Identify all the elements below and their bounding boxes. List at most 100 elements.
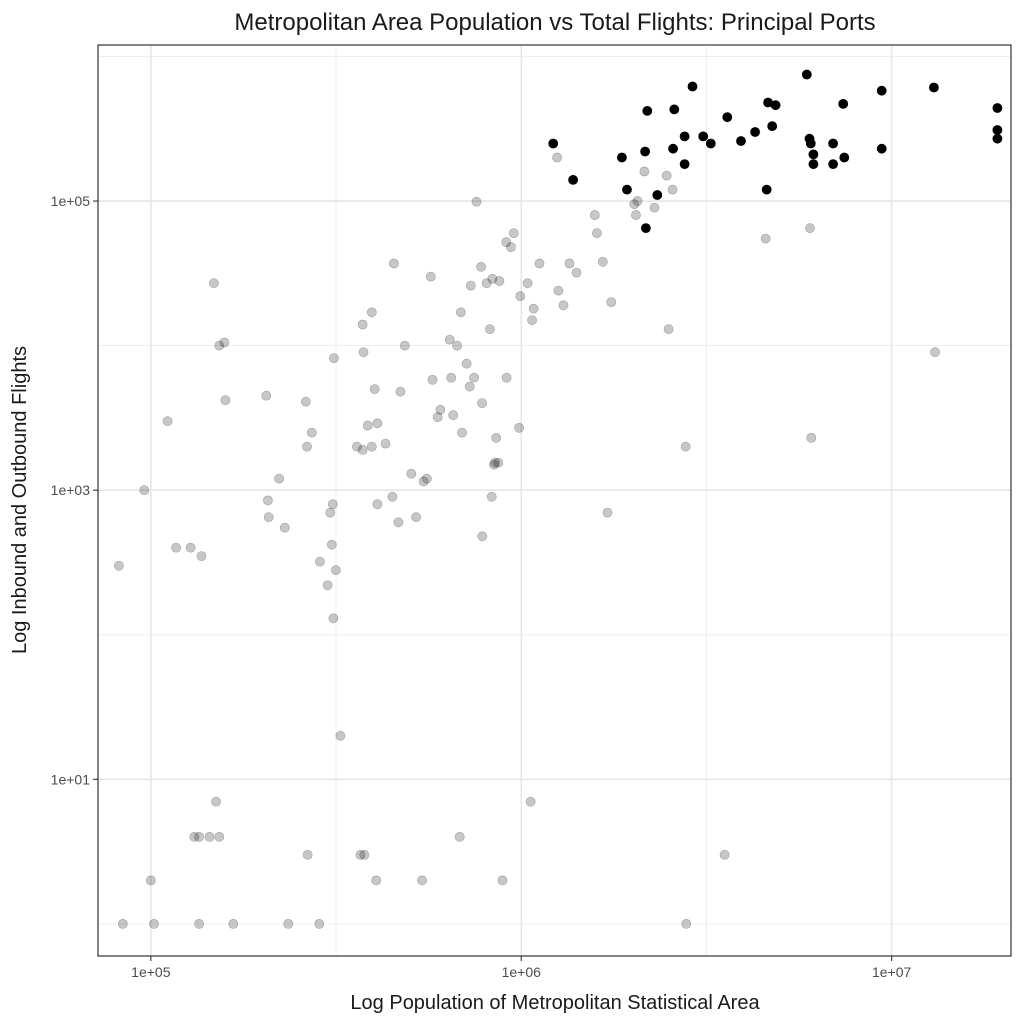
- point-principal-34: [992, 103, 1003, 113]
- grid-lines: [98, 45, 1011, 956]
- point-principal-11: [679, 159, 690, 169]
- axes: 1e+05 1e+06 1e+07 1e+01 1e+03 1e+05: [51, 193, 912, 980]
- point-other-19: [228, 919, 239, 929]
- point-other-25: [283, 919, 294, 929]
- point-principal-1: [568, 174, 578, 185]
- x-tick-label-1: 1e+06: [502, 964, 542, 980]
- point-other-49: [369, 384, 380, 394]
- point-other-62: [418, 476, 429, 487]
- point-principal-30: [839, 152, 850, 163]
- point-other-100: [525, 796, 536, 807]
- y-axis-title: Log Inbound and Outbound Flights: [9, 346, 31, 654]
- point-other-79: [471, 196, 482, 207]
- point-other-44: [359, 850, 370, 860]
- point-other-80: [476, 261, 486, 272]
- point-other-109: [589, 210, 600, 220]
- point-other-71: [452, 340, 462, 351]
- point-other-106: [558, 300, 569, 311]
- y-tick-label-1: 1e+03: [51, 482, 91, 498]
- point-other-38: [330, 565, 341, 575]
- y-tick-label-2: 1e+05: [51, 193, 91, 209]
- point-principal-29: [838, 99, 849, 109]
- point-other-32: [322, 580, 333, 591]
- point-principal-26: [808, 159, 819, 169]
- x-tick-label-0: 1e+05: [131, 964, 171, 980]
- point-other-96: [508, 228, 519, 238]
- point-other-21: [262, 495, 273, 506]
- point-other-33: [325, 507, 336, 518]
- point-other-43: [357, 444, 368, 455]
- point-other-110: [592, 228, 602, 238]
- point-principal-9: [669, 104, 680, 115]
- point-other-97: [514, 422, 524, 433]
- point-principal-22: [801, 69, 812, 80]
- point-other-41: [355, 850, 366, 860]
- point-other-68: [444, 334, 455, 345]
- point-other-54: [387, 491, 398, 502]
- point-other-55: [388, 258, 399, 269]
- point-other-4: [149, 919, 159, 929]
- point-other-18: [220, 395, 231, 405]
- point-other-70: [448, 410, 459, 421]
- point-other-92: [497, 875, 508, 886]
- point-other-113: [606, 297, 617, 307]
- point-other-121: [667, 184, 678, 195]
- point-other-13: [208, 278, 219, 289]
- point-other-27: [302, 441, 312, 452]
- point-other-114: [629, 199, 640, 210]
- point-principal-20: [767, 121, 778, 131]
- chart-title: Metropolitan Area Population vs Total Fl…: [234, 9, 875, 36]
- point-principal-33: [929, 82, 939, 93]
- point-other-56: [393, 517, 404, 528]
- point-principal-12: [687, 81, 698, 92]
- point-other-64: [425, 271, 436, 282]
- point-other-52: [372, 499, 383, 510]
- point-other-98: [515, 291, 526, 301]
- point-other-22: [263, 512, 274, 523]
- point-other-119: [661, 170, 672, 181]
- point-other-103: [534, 258, 545, 269]
- point-other-104: [552, 152, 562, 163]
- point-other-16: [214, 340, 225, 351]
- point-other-58: [399, 340, 410, 351]
- point-other-69: [446, 372, 457, 383]
- point-principal-2: [617, 152, 627, 163]
- point-other-14: [211, 796, 221, 807]
- point-other-30: [314, 919, 325, 929]
- point-other-116: [632, 196, 643, 206]
- point-other-102: [528, 303, 539, 314]
- point-other-105: [553, 285, 564, 296]
- point-other-101: [527, 315, 537, 325]
- point-other-95: [506, 242, 516, 252]
- point-principal-3: [622, 184, 632, 195]
- point-other-3: [145, 875, 156, 886]
- point-other-75: [461, 358, 472, 369]
- point-principal-21: [770, 100, 781, 111]
- point-other-120: [663, 324, 674, 334]
- point-other-36: [328, 613, 339, 624]
- point-principal-0: [548, 138, 559, 149]
- point-other-46: [362, 420, 373, 431]
- point-principal-36: [992, 133, 1003, 144]
- point-principal-14: [705, 138, 716, 149]
- point-other-87: [489, 459, 499, 470]
- point-other-5: [162, 416, 173, 427]
- point-other-81: [477, 398, 487, 408]
- point-other-26: [300, 396, 311, 407]
- point-other-53: [380, 438, 391, 449]
- point-other-89: [491, 432, 502, 443]
- point-other-57: [395, 386, 406, 397]
- point-other-40: [351, 441, 362, 452]
- point-other-45: [358, 347, 369, 358]
- point-other-72: [454, 832, 465, 842]
- point-other-9: [194, 832, 204, 842]
- point-other-74: [457, 427, 467, 438]
- point-other-112: [602, 507, 613, 518]
- point-other-48: [366, 441, 377, 452]
- point-other-59: [406, 468, 417, 479]
- point-other-0: [114, 560, 124, 571]
- point-other-60: [411, 512, 421, 523]
- point-other-31: [314, 556, 325, 567]
- point-principal-16: [736, 136, 746, 146]
- point-other-42: [357, 319, 368, 330]
